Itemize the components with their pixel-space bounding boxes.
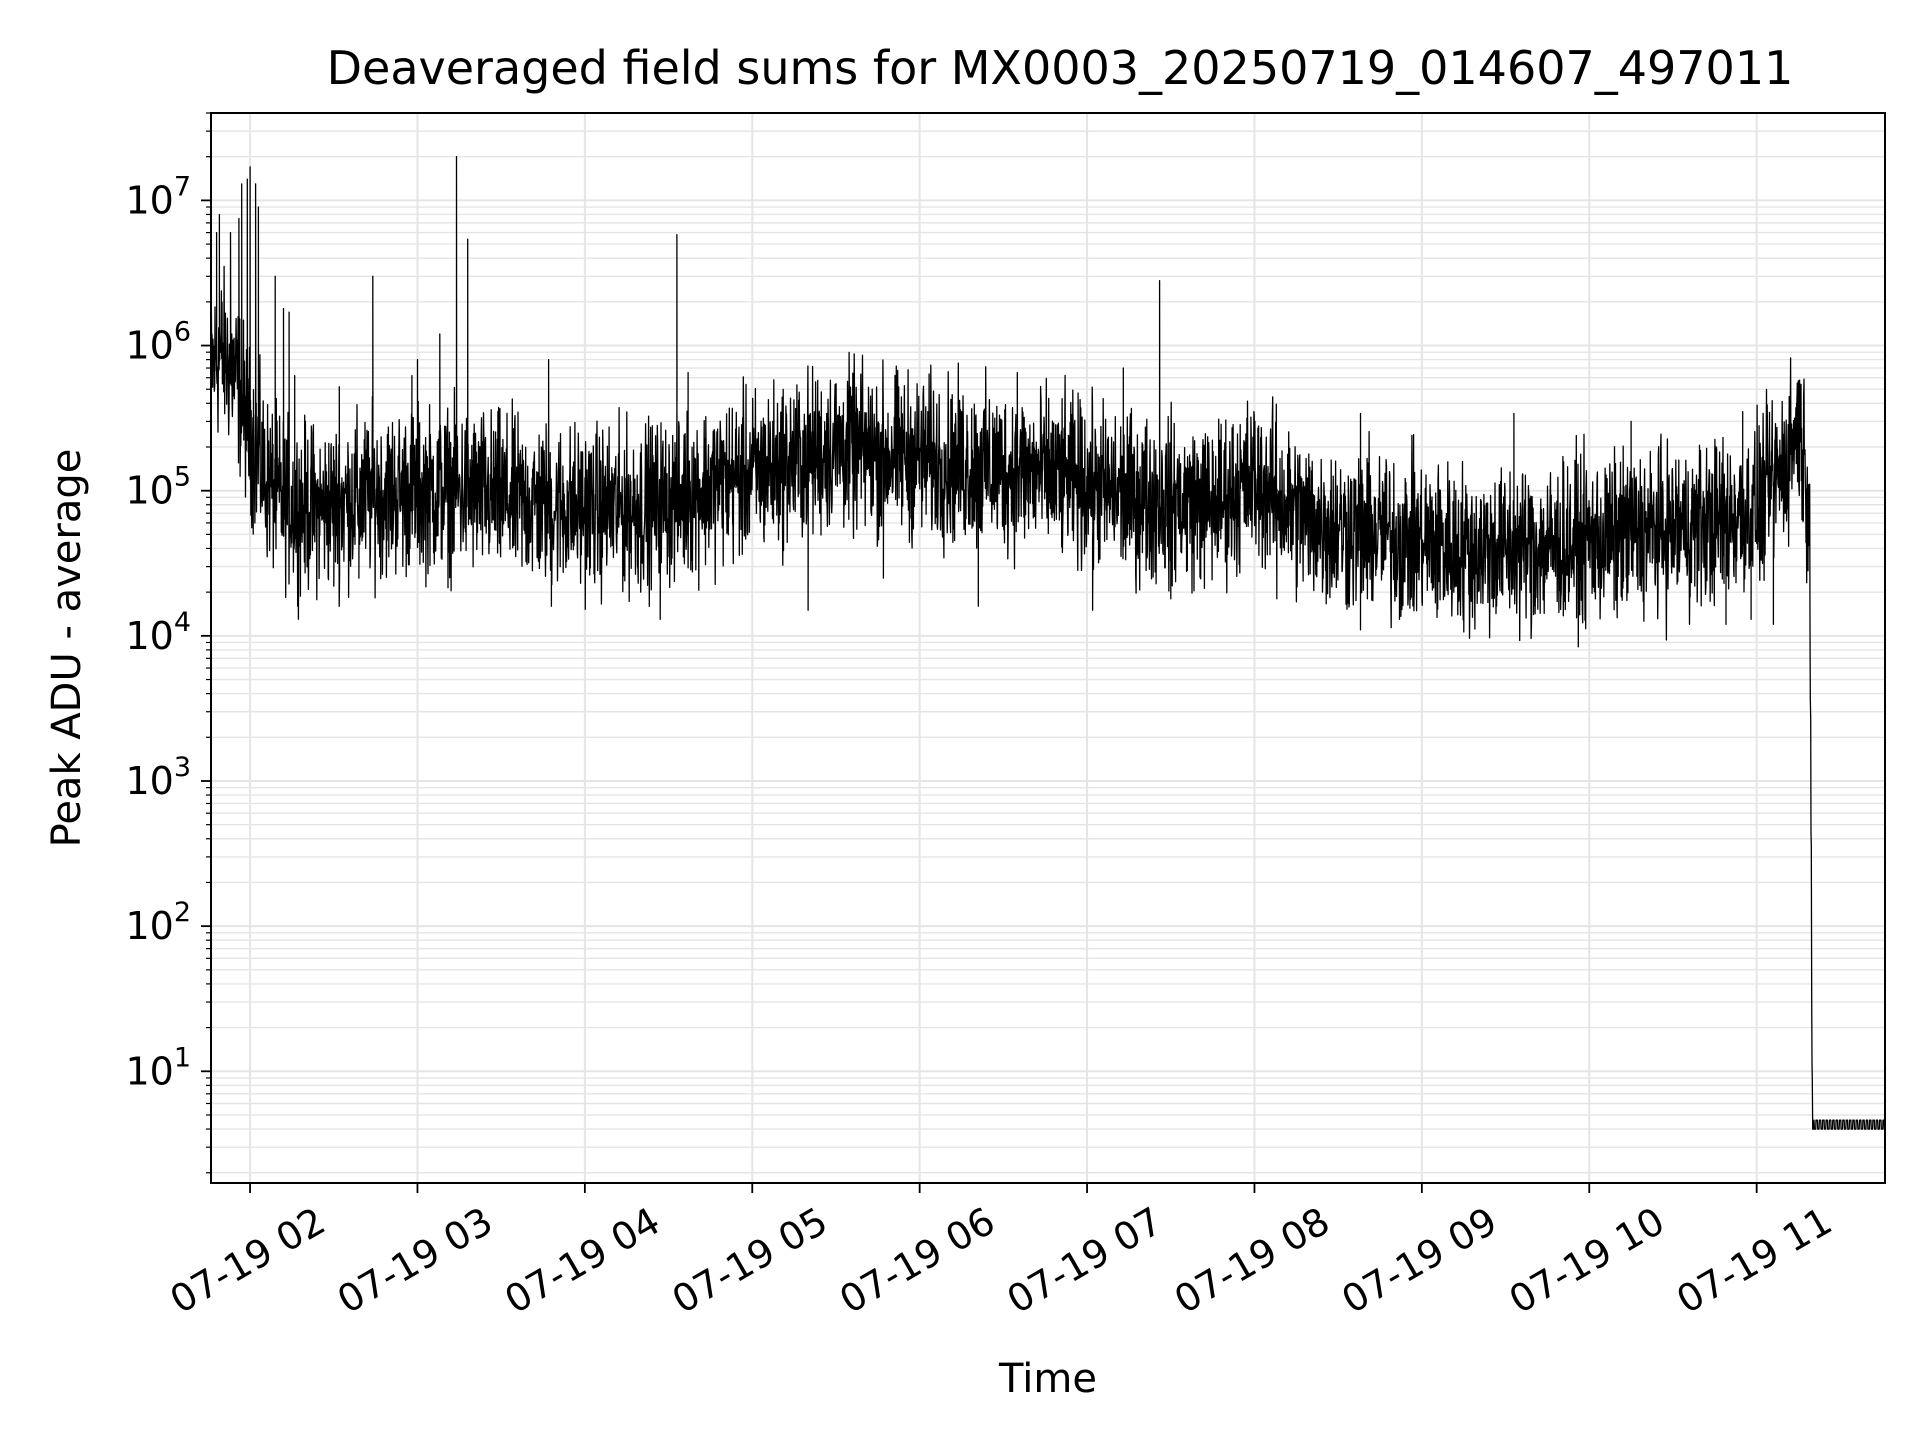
y-tick-label: 105 <box>125 462 191 513</box>
y-tick-label: 103 <box>125 752 191 803</box>
x-tick-label: 07-19 08 <box>1167 1199 1337 1323</box>
y-axis-ticks: 101 102 103 104 105 106 107 <box>125 112 211 1174</box>
series-line <box>211 156 1885 1130</box>
x-tick-label: 07-19 11 <box>1669 1199 1839 1323</box>
x-tick-label: 07-19 03 <box>330 1199 500 1323</box>
grid-lines <box>211 112 1885 1183</box>
y-tick-label: 101 <box>125 1042 191 1093</box>
y-tick-label: 107 <box>125 171 191 222</box>
x-tick-label: 07-19 09 <box>1334 1199 1504 1323</box>
chart-title: Deaveraged field sums for MX0003_2025071… <box>327 41 1794 95</box>
x-axis-label: Time <box>998 1356 1097 1402</box>
y-tick-label: 106 <box>125 317 191 368</box>
x-tick-label: 07-19 06 <box>832 1199 1002 1323</box>
x-tick-label: 07-19 02 <box>163 1199 333 1323</box>
x-tick-label: 07-19 05 <box>665 1199 835 1323</box>
x-tick-label: 07-19 10 <box>1502 1199 1672 1323</box>
y-tick-label: 102 <box>125 897 191 948</box>
x-tick-label: 07-19 07 <box>1000 1199 1170 1323</box>
plot-area <box>211 156 1885 1130</box>
y-axis-label: Peak ADU - average <box>44 449 90 848</box>
x-tick-label: 07-19 04 <box>497 1199 667 1323</box>
y-tick-label: 104 <box>125 607 191 658</box>
plot-frame <box>210 112 1886 1184</box>
